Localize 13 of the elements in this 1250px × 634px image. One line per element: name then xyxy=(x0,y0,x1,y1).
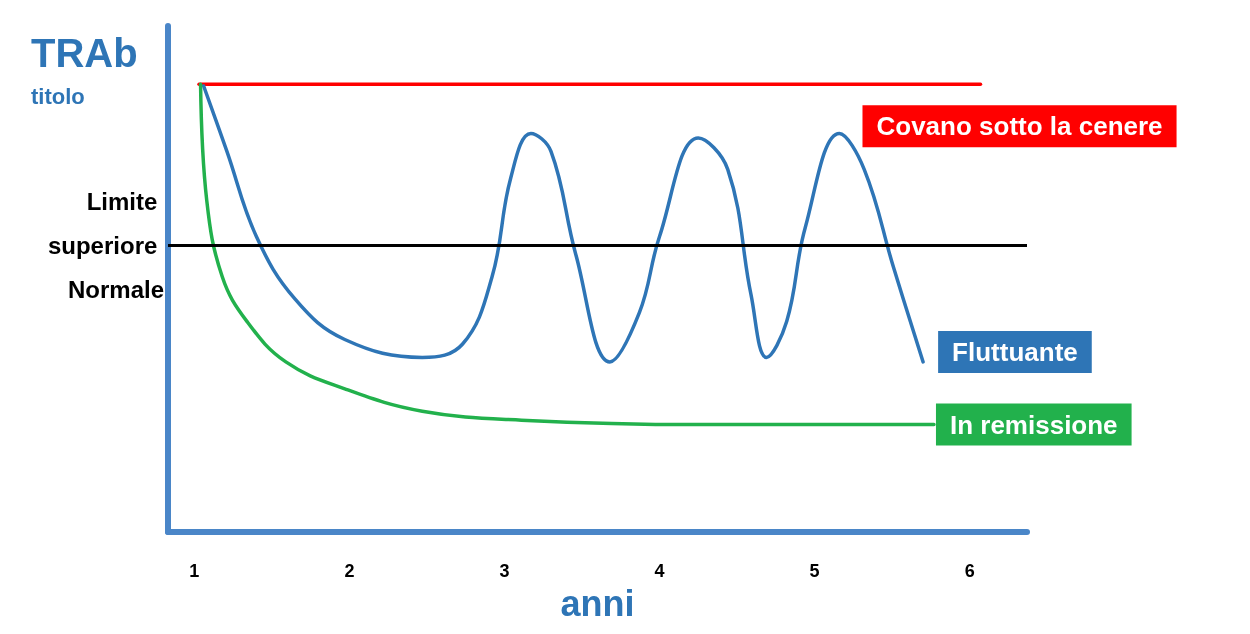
x-tick-label: 2 xyxy=(344,561,355,582)
series-label: Covano sotto la cenere xyxy=(876,111,1163,142)
x-tick-label: 6 xyxy=(964,561,975,582)
ref-line-label: Limite superiore Normale xyxy=(47,187,164,303)
x-tick-label: 4 xyxy=(654,561,665,582)
series-label: In remissione xyxy=(949,409,1118,440)
x-axis-title: anni xyxy=(560,582,635,624)
series-label: Fluttuante xyxy=(952,336,1078,367)
x-tick-label: 1 xyxy=(189,561,200,582)
chart-title: TRAb xyxy=(31,31,138,75)
x-tick-label: 5 xyxy=(809,561,820,582)
x-tick-label: 3 xyxy=(499,561,510,582)
chart-subtitle: titolo xyxy=(31,83,85,109)
